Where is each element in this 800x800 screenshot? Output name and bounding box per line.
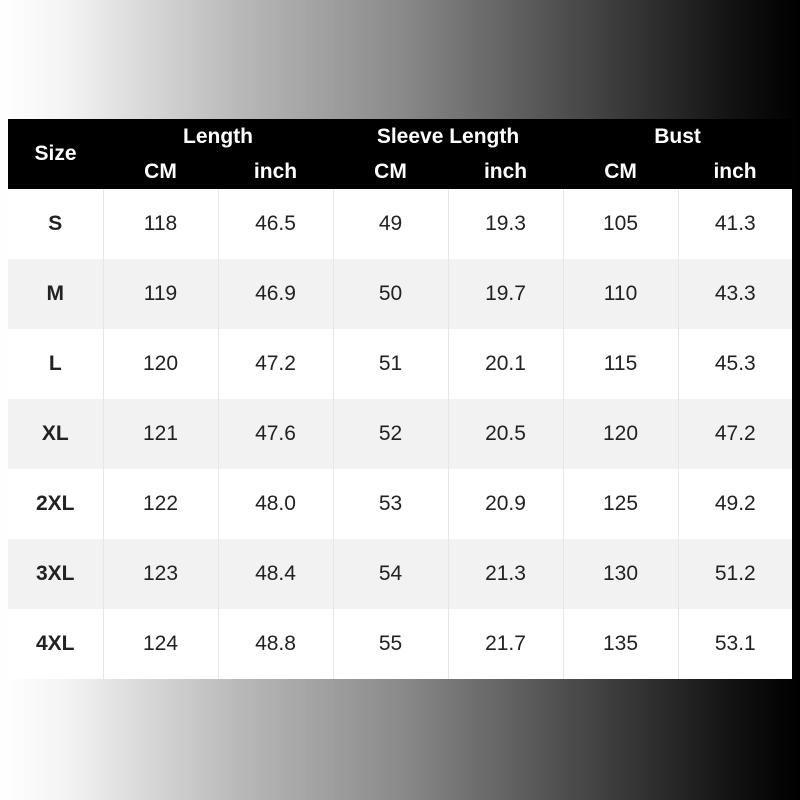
unit-header: CM <box>563 154 679 189</box>
value-cell: 119 <box>102 259 218 329</box>
size-cell: 3XL <box>8 539 103 609</box>
table-body: S 118 46.5 49 19.3 105 41.3 M 119 46.9 50 19.7 110 43… <box>8 189 793 679</box>
table-row: L 120 47.2 51 20.1 115 45.3 <box>8 329 793 399</box>
group-header-sleeve-length: Sleeve Length <box>333 119 564 154</box>
value-cell: 53 <box>332 469 449 539</box>
value-cell: 51 <box>332 329 449 399</box>
size-chart: Size Length Sleeve Length Bust CM inch C… <box>8 119 793 679</box>
value-cell: 47.2 <box>677 399 793 469</box>
value-cell: 124 <box>102 609 218 679</box>
value-cell: 122 <box>102 469 218 539</box>
unit-header: CM <box>103 154 218 189</box>
value-cell: 20.9 <box>447 469 564 539</box>
header-row-groups: Size Length Sleeve Length Bust <box>8 119 793 189</box>
value-cell: 55 <box>332 609 449 679</box>
table-row: M 119 46.9 50 19.7 110 43.3 <box>8 259 793 329</box>
value-cell: 121 <box>102 399 218 469</box>
value-cell: 20.1 <box>447 329 564 399</box>
value-cell: 118 <box>102 189 218 259</box>
unit-header: inch <box>448 154 564 189</box>
value-cell: 51.2 <box>677 539 793 609</box>
value-cell: 20.5 <box>447 399 564 469</box>
value-cell: 53.1 <box>677 609 793 679</box>
size-cell: M <box>8 259 103 329</box>
value-cell: 52 <box>332 399 449 469</box>
unit-header: inch <box>218 154 334 189</box>
value-cell: 105 <box>562 189 679 259</box>
value-cell: 41.3 <box>677 189 793 259</box>
size-cell: S <box>8 189 103 259</box>
table-row: XL 121 47.6 52 20.5 120 47.2 <box>8 399 793 469</box>
value-cell: 50 <box>332 259 449 329</box>
value-cell: 48.0 <box>217 469 334 539</box>
value-cell: 47.2 <box>217 329 334 399</box>
value-cell: 123 <box>102 539 218 609</box>
value-cell: 110 <box>562 259 679 329</box>
value-cell: 120 <box>562 399 679 469</box>
size-cell: 4XL <box>8 609 103 679</box>
value-cell: 54 <box>332 539 449 609</box>
group-header-bust: Bust <box>563 119 793 154</box>
table-row: S 118 46.5 49 19.3 105 41.3 <box>8 189 793 259</box>
value-cell: 45.3 <box>677 329 793 399</box>
value-cell: 135 <box>562 609 679 679</box>
table-row: 3XL 123 48.4 54 21.3 130 51.2 <box>8 539 793 609</box>
value-cell: 49.2 <box>677 469 793 539</box>
value-cell: 46.9 <box>217 259 334 329</box>
unit-header: inch <box>678 154 793 189</box>
size-cell: 2XL <box>8 469 103 539</box>
group-header-length: Length <box>103 119 334 154</box>
value-cell: 115 <box>562 329 679 399</box>
size-table: Size Length Sleeve Length Bust CM inch C… <box>8 119 793 679</box>
value-cell: 19.7 <box>447 259 564 329</box>
table-row: 2XL 122 48.0 53 20.9 125 49.2 <box>8 469 793 539</box>
table-row: 4XL 124 48.8 55 21.7 135 53.1 <box>8 609 793 679</box>
value-cell: 130 <box>562 539 679 609</box>
header-row-units: CM inch CM inch CM inch <box>8 154 793 189</box>
value-cell: 47.6 <box>217 399 334 469</box>
value-cell: 48.8 <box>217 609 334 679</box>
value-cell: 46.5 <box>217 189 334 259</box>
value-cell: 49 <box>332 189 449 259</box>
value-cell: 43.3 <box>677 259 793 329</box>
unit-header: CM <box>333 154 449 189</box>
value-cell: 48.4 <box>217 539 334 609</box>
size-header: Size <box>8 119 103 189</box>
size-cell: L <box>8 329 103 399</box>
value-cell: 125 <box>562 469 679 539</box>
size-cell: XL <box>8 399 103 469</box>
value-cell: 21.7 <box>447 609 564 679</box>
value-cell: 120 <box>102 329 218 399</box>
value-cell: 21.3 <box>447 539 564 609</box>
value-cell: 19.3 <box>447 189 564 259</box>
